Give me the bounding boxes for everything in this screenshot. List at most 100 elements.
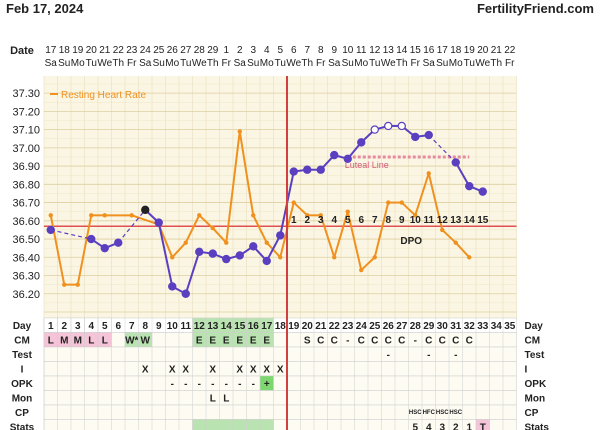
grid-cell-value: 35 [504,321,516,332]
grid-cell-value: 6 [115,321,121,332]
temperature-point [46,225,55,235]
heart-rate-point [102,213,107,218]
date-number: 21 [99,45,111,56]
grid-cell-value: - [387,350,390,361]
y-tick-label: 36.60 [12,216,40,228]
temperature-point [100,243,109,253]
grid-cell-value: T [480,423,486,430]
weekday-label: We [381,58,396,69]
grid-cell-value: 13 [207,321,219,332]
dpo-number: 15 [477,215,489,226]
row-label-left: CM [14,336,30,347]
date-number: 3 [250,45,256,56]
series-line-1 [225,131,241,243]
weekday-label: Fr [127,58,137,69]
weekday-label: Tu [86,58,97,69]
grid-cell-value: E [196,336,203,347]
date-number: 17 [45,45,57,56]
grid-row [43,390,517,406]
row-label-left: Stats [10,423,35,430]
grid-cell-value: 25 [369,321,381,332]
plot-background [44,76,517,320]
date-number: 27 [180,45,192,56]
grid-cell-value: L [102,336,108,347]
temperature-point [141,205,150,215]
weekday-label: Su [342,58,354,69]
grid-cell-value: 4 [88,321,94,332]
grid-cell-value: C [425,336,432,347]
row-label-right: Test [525,350,545,361]
grid-cell-value: 1 [466,423,472,430]
dpo-number: 8 [385,215,391,226]
grid-cell-value: L [223,394,229,405]
heart-rate-point [251,213,256,218]
row-label-left: Mon [12,394,33,405]
weekday-label: Mo [71,58,85,69]
date-number: 8 [318,45,324,56]
heart-rate-point [48,213,53,218]
heart-rate-point [305,213,310,218]
weekday-label: Su [436,58,448,69]
date-number: 2 [237,45,243,56]
grid-cell-highlight [259,419,274,430]
grid-cell-value: - [184,379,187,390]
grid-cell-value: C [385,336,392,347]
series-line-0 [184,251,201,295]
y-tick-label: 36.40 [12,252,40,264]
weekday-label: Sa [328,58,341,69]
grid-cell-value: 4 [426,423,432,430]
grid-cell-value: X [236,365,243,376]
weekday-label: Su [247,58,259,69]
series-line-1 [414,173,430,216]
grid-cell-value: 29 [423,321,435,332]
grid-cell-value: 31 [450,321,462,332]
weekday-label: Su [153,58,165,69]
grid-cell-highlight [192,419,207,430]
date-number: 20 [477,45,489,56]
date-number: 10 [342,45,354,56]
weekday-label: Sa [234,58,247,69]
row-label-right: I [525,365,528,376]
row-label-right: Day [525,321,544,332]
weekday-label: Fr [222,58,232,69]
series-line-1 [293,201,308,217]
heart-rate-point [372,255,377,260]
series-line-1 [346,211,363,271]
temperature-point [370,125,379,134]
row-label-left: OPK [11,379,33,390]
temperature-point [343,154,352,163]
grid-row [43,375,517,391]
temperature-point [357,138,366,147]
row-label-left: CP [15,408,29,419]
grid-cell-highlight [246,419,261,430]
grid-cell-value: HSC [436,410,449,416]
luteal-line-label: Luteal Line [345,160,389,170]
temperature-point [478,187,487,196]
grid-cell-highlight [232,419,247,430]
grid-cell-value: C [439,336,446,347]
grid-cell-value: 7 [129,321,135,332]
weekday-label: Th [207,58,219,69]
series-line-0 [454,161,471,187]
heart-rate-point [345,209,350,214]
grid-cell-value: 11 [180,321,191,332]
date-number: 19 [464,45,476,56]
grid-cell-value: - [427,350,430,361]
series-line-1 [76,215,93,285]
grid-cell-value: 24 [356,321,368,332]
grid-cell-value: 30 [437,321,449,332]
grid-cell-value: C [317,336,324,347]
grid-row [43,346,517,362]
y-tick-label: 36.50 [12,234,40,246]
dpo-number: 6 [358,215,364,226]
heart-rate-point [170,255,175,260]
temperature-point [195,247,204,257]
grid-cell-value: 16 [248,321,260,332]
chart-date-title: Feb 17, 2024 [6,1,84,16]
date-number: 6 [291,45,297,56]
heart-rate-point [224,240,229,245]
date-row-label: Date [10,45,34,57]
heart-rate-point [75,282,80,287]
grid-cell-value: - [238,379,241,390]
